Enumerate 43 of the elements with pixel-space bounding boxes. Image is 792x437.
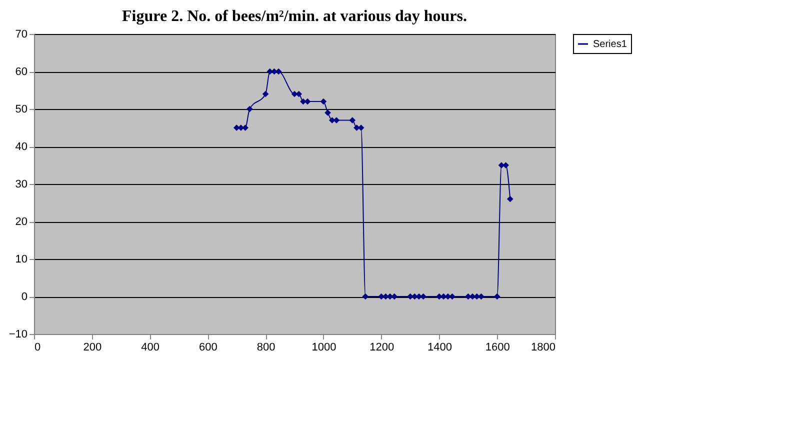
point [349,117,356,124]
x-tick-label: 200 [83,342,102,354]
point [296,90,302,98]
y-tick-label: 70 [15,28,28,40]
point [291,90,298,98]
x-tick-label: 800 [256,342,276,354]
y-tick-label: 50 [15,104,28,116]
point [358,124,364,131]
y-tick-label: 40 [15,141,28,153]
y-tick-label: 20 [15,216,28,228]
x-tick-label: 1400 [427,342,452,354]
point [233,124,240,131]
point [320,98,327,105]
point [246,106,253,112]
point [362,293,369,300]
point [391,293,398,300]
y-tick-label: 60 [15,66,28,78]
y-tick-label: −10 [8,328,28,340]
point [478,293,484,300]
x-tick-label: 0 [34,342,41,354]
x-tick-label: 1800 [531,342,556,354]
point [386,293,394,300]
point [324,110,331,116]
point [328,117,336,124]
point [506,196,514,202]
y-tick-label: 30 [15,178,28,190]
point [333,117,340,124]
x-tick-label: 1200 [370,342,394,354]
point [469,293,476,300]
point [304,98,311,105]
x-tick-label: 1600 [485,342,510,354]
point [420,293,426,300]
x-tick-label: 1000 [312,342,336,354]
y-tick-label: 0 [21,291,28,303]
point [449,293,456,300]
chart-title: Figure 2. No. of bees/m²/min. at various day hours. [122,8,467,25]
point [494,293,500,300]
x-tick-label: 600 [198,342,218,354]
legend-label: Series1 [593,39,628,50]
point [416,293,422,300]
x-tick-label: 400 [141,342,160,354]
y-tick-label: 10 [15,254,28,266]
point [262,90,269,98]
